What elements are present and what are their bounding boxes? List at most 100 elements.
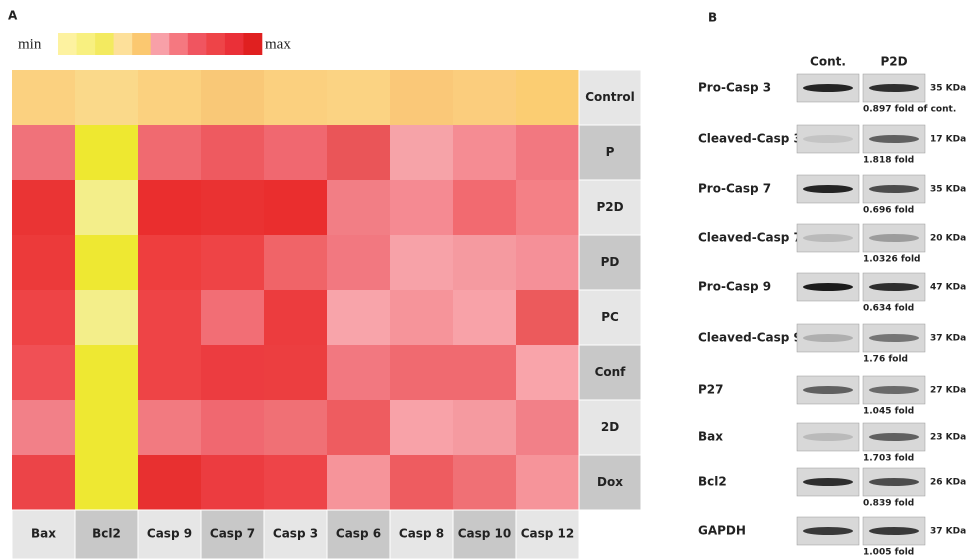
heatmap-cell: [138, 235, 202, 291]
row-label-bg: [578, 179, 642, 236]
lane-label: Cont.: [810, 55, 846, 69]
heatmap-cell: [12, 70, 76, 126]
heatmap-cell: [138, 400, 202, 456]
heatmap-cell: [327, 290, 391, 346]
column-label-bg: [137, 509, 202, 559]
heatmap-cell: [75, 400, 139, 456]
protein-label: Cleaved-Casp 9: [698, 331, 802, 345]
heatmap-cell: [12, 235, 76, 291]
heatmap-cell: [516, 70, 580, 126]
legend-swatch: [76, 33, 96, 55]
row-label-bg: [578, 454, 642, 511]
heatmap-cell: [75, 345, 139, 401]
protein-label: Cleaved-Casp 7: [698, 231, 802, 245]
blot-band: [869, 283, 919, 291]
heatmap-cell: [453, 400, 517, 456]
panel-label: A: [8, 9, 18, 23]
heatmap-cell: [201, 290, 265, 346]
row-label-bg: [578, 124, 642, 181]
size-label: 27 KDa: [930, 386, 966, 396]
row-label: PC: [601, 310, 619, 324]
row-label: P2D: [596, 200, 623, 214]
blot-band: [803, 478, 853, 486]
column-label: Casp 7: [210, 527, 255, 541]
fold-label: 0.696 fold: [863, 206, 914, 216]
heatmap-cell: [390, 180, 454, 236]
heatmap-cell: [12, 180, 76, 236]
legend-swatch: [113, 33, 133, 55]
heatmap-cell: [516, 455, 580, 511]
legend-min: min: [18, 36, 42, 52]
fold-label: 1.703 fold: [863, 454, 914, 464]
heatmap-cell: [138, 345, 202, 401]
blot-band: [803, 135, 853, 143]
column-label: Bcl2: [92, 527, 121, 541]
blot-band: [869, 185, 919, 193]
heatmap-cell: [75, 290, 139, 346]
heatmap-cell: [327, 345, 391, 401]
heatmap-cell: [453, 70, 517, 126]
column-label: Casp 9: [147, 527, 192, 541]
column-label: Casp 10: [458, 527, 512, 541]
blot-band: [869, 84, 919, 92]
heatmap-cell: [138, 70, 202, 126]
blot-band: [869, 386, 919, 394]
heatmap-cell: [453, 235, 517, 291]
column-label-bg: [515, 509, 580, 559]
column-label-bg: [263, 509, 328, 559]
heatmap-cell: [390, 400, 454, 456]
blot-band: [803, 84, 853, 92]
heatmap-cell: [264, 290, 328, 346]
heatmap-cell: [327, 235, 391, 291]
heatmap-cell: [516, 125, 580, 181]
heatmap-cell: [12, 290, 76, 346]
legend-swatch: [224, 33, 244, 55]
heatmap-cell: [390, 70, 454, 126]
heatmap-cell: [264, 455, 328, 511]
fold-label: 1.0326 fold: [863, 255, 921, 265]
legend-swatch: [187, 33, 207, 55]
row-label: 2D: [601, 420, 619, 434]
heatmap-cell: [12, 400, 76, 456]
heatmap-cell: [327, 180, 391, 236]
blot-band: [869, 334, 919, 342]
protein-label: Cleaved-Casp 3: [698, 132, 802, 146]
row-label: Conf: [595, 365, 627, 379]
heatmap-cell: [75, 455, 139, 511]
fold-label: 0.897 fold of cont.: [863, 105, 956, 115]
heatmap-cell: [453, 290, 517, 346]
size-label: 47 KDa: [930, 283, 966, 293]
heatmap-cell: [75, 125, 139, 181]
panel-label: B: [708, 11, 717, 25]
row-label: Control: [585, 90, 635, 104]
fold-label: 1.818 fold: [863, 156, 914, 166]
column-label: Casp 3: [273, 527, 318, 541]
blot-band: [869, 135, 919, 143]
legend-swatch: [169, 33, 189, 55]
protein-label: Bcl2: [698, 475, 727, 489]
blot-band: [869, 433, 919, 441]
heatmap-cell: [201, 180, 265, 236]
column-label: Casp 8: [399, 527, 444, 541]
blot-band: [803, 185, 853, 193]
heatmap-cell: [138, 455, 202, 511]
heatmap-cell: [453, 180, 517, 236]
blot-band: [803, 334, 853, 342]
column-label: Casp 6: [336, 527, 381, 541]
column-label-bg: [200, 509, 265, 559]
row-label: PD: [601, 255, 620, 269]
heatmap-cell: [201, 235, 265, 291]
blot-lane: [862, 223, 926, 253]
heatmap-cell: [390, 125, 454, 181]
blot-band: [869, 234, 919, 242]
size-label: 26 KDa: [930, 478, 966, 488]
fold-label: 0.839 fold: [863, 499, 914, 509]
heatmap-cell: [390, 345, 454, 401]
heatmap-cell: [264, 70, 328, 126]
heatmap-cell: [12, 125, 76, 181]
size-label: 20 KDa: [930, 234, 966, 244]
heatmap-cell: [516, 235, 580, 291]
size-label: 37 KDa: [930, 334, 966, 344]
heatmap-cell: [201, 70, 265, 126]
